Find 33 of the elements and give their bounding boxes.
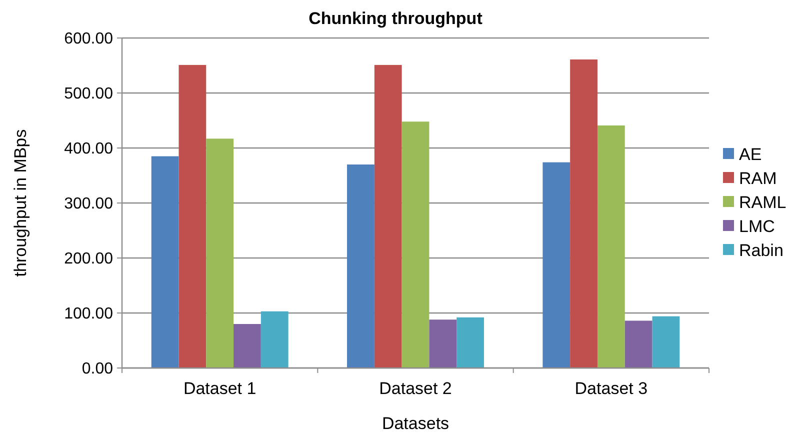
legend-label: LMC	[739, 216, 775, 236]
bar	[429, 320, 457, 368]
y-axis-title: throughput in MBps	[11, 129, 30, 277]
bar	[206, 138, 234, 368]
bar	[456, 317, 484, 368]
bar	[652, 316, 680, 368]
bar	[542, 162, 570, 368]
bar	[597, 125, 625, 368]
x-tick-label: Dataset 1	[183, 379, 256, 398]
legend-label: AE	[739, 144, 762, 164]
y-tick-label: 400.00	[64, 140, 114, 158]
y-tick-label: 600.00	[64, 30, 114, 48]
y-tick-label: 100.00	[64, 306, 114, 323]
chart-title: Chunking throughput	[308, 9, 483, 28]
legend-label: RAM	[739, 168, 777, 188]
bar	[624, 320, 652, 368]
x-axis-title: Datasets	[382, 414, 450, 433]
y-tick-label: 0.00	[82, 360, 114, 378]
legend-label: Rabin	[739, 240, 784, 260]
x-tick-label: Dataset 2	[379, 379, 452, 398]
bar	[234, 324, 261, 368]
bar	[178, 64, 206, 368]
bar	[347, 164, 374, 368]
x-tick-label: Dataset 3	[574, 379, 648, 398]
bar	[402, 122, 430, 368]
y-tick-label: 200.00	[64, 250, 114, 268]
bar	[151, 156, 179, 368]
bar	[570, 59, 598, 368]
legend-label: RAML	[739, 192, 786, 212]
bar	[260, 311, 288, 368]
y-tick-label: 500.00	[64, 86, 114, 103]
bar	[374, 64, 402, 368]
y-tick-label: 300.00	[64, 196, 114, 213]
